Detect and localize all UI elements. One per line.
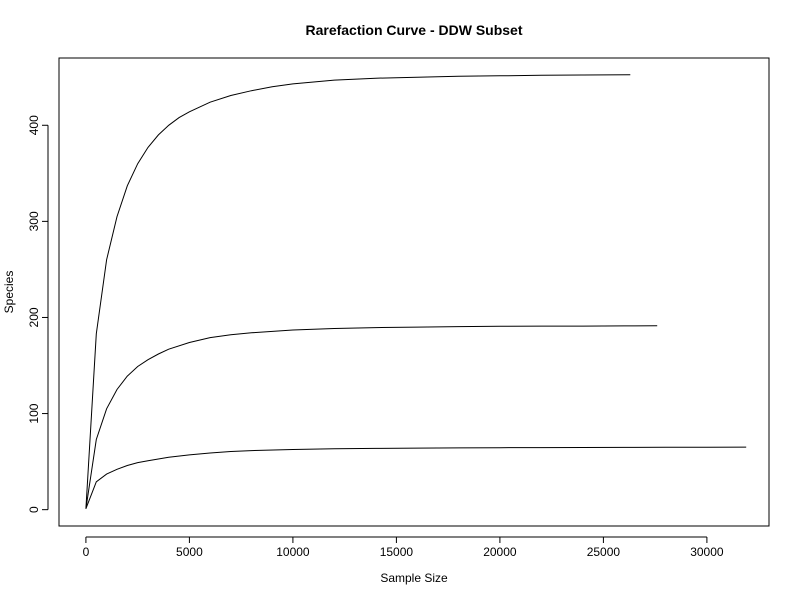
rarefaction-curve-3 <box>85 446 747 509</box>
x-tick-label: 25000 <box>587 545 621 559</box>
series-group <box>85 74 747 509</box>
x-tick-label: 10000 <box>276 545 310 559</box>
x-tick-label: 20000 <box>483 545 517 559</box>
rarefaction-curve-1 <box>85 74 631 509</box>
x-axis-label: Sample Size <box>380 571 448 585</box>
x-tick-label: 30000 <box>690 545 724 559</box>
x-tick-label: 15000 <box>380 545 414 559</box>
chart-title: Rarefaction Curve - DDW Subset <box>305 22 522 38</box>
rarefaction-curve-2 <box>85 325 658 509</box>
y-tick-label: 400 <box>27 115 41 135</box>
x-tick-label: 0 <box>83 545 90 559</box>
x-tick-label: 5000 <box>176 545 203 559</box>
x-axis: 0 5000 10000 15000 20000 25000 30000 <box>83 536 724 559</box>
y-tick-label: 0 <box>27 506 41 513</box>
y-tick-label: 200 <box>27 307 41 327</box>
y-axis: 0 100 200 300 400 <box>27 115 49 513</box>
y-tick-label: 100 <box>27 403 41 423</box>
plot-frame <box>58 57 770 527</box>
y-axis-label: Species <box>2 271 16 314</box>
y-tick-label: 300 <box>27 211 41 231</box>
